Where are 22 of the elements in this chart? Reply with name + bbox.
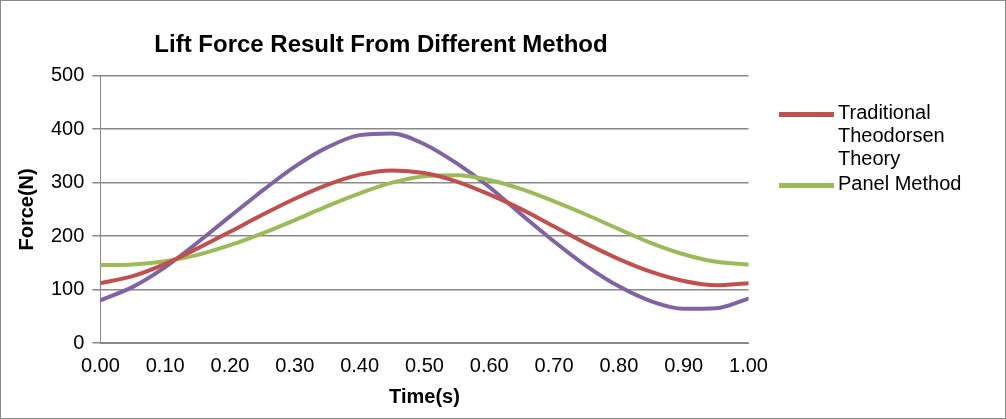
x-tick-label: 0.90 bbox=[664, 353, 704, 376]
y-tick-label: 400 bbox=[50, 116, 85, 139]
x-tick-label: 0.80 bbox=[599, 353, 639, 376]
x-tick-label: 0.70 bbox=[534, 353, 574, 376]
x-tick-label: 0.60 bbox=[469, 353, 509, 376]
x-tick-label: 0.10 bbox=[145, 353, 185, 376]
x-tick-label: 0.40 bbox=[340, 353, 380, 376]
x-tick-label: 0.20 bbox=[210, 353, 250, 376]
y-tick-label: 200 bbox=[50, 223, 85, 246]
x-tick-label: 1.00 bbox=[729, 353, 769, 376]
y-tick-label: 300 bbox=[50, 170, 85, 193]
legend-label: Traditional Theodorsen Theory bbox=[838, 101, 946, 170]
y-axis-title: Force(N) bbox=[14, 168, 37, 251]
x-tick-label: 0.50 bbox=[404, 353, 444, 376]
x-axis-title: Time(s) bbox=[389, 384, 460, 407]
legend-label: Panel Method bbox=[838, 172, 962, 195]
y-tick-label: 0 bbox=[73, 330, 85, 353]
y-tick-label: 100 bbox=[50, 277, 85, 300]
x-tick-label: 0.30 bbox=[275, 353, 315, 376]
x-tick-label: 0.00 bbox=[80, 353, 120, 376]
y-tick-label: 500 bbox=[50, 63, 85, 86]
chart-title: Lift Force Result From Different Method bbox=[154, 30, 608, 58]
